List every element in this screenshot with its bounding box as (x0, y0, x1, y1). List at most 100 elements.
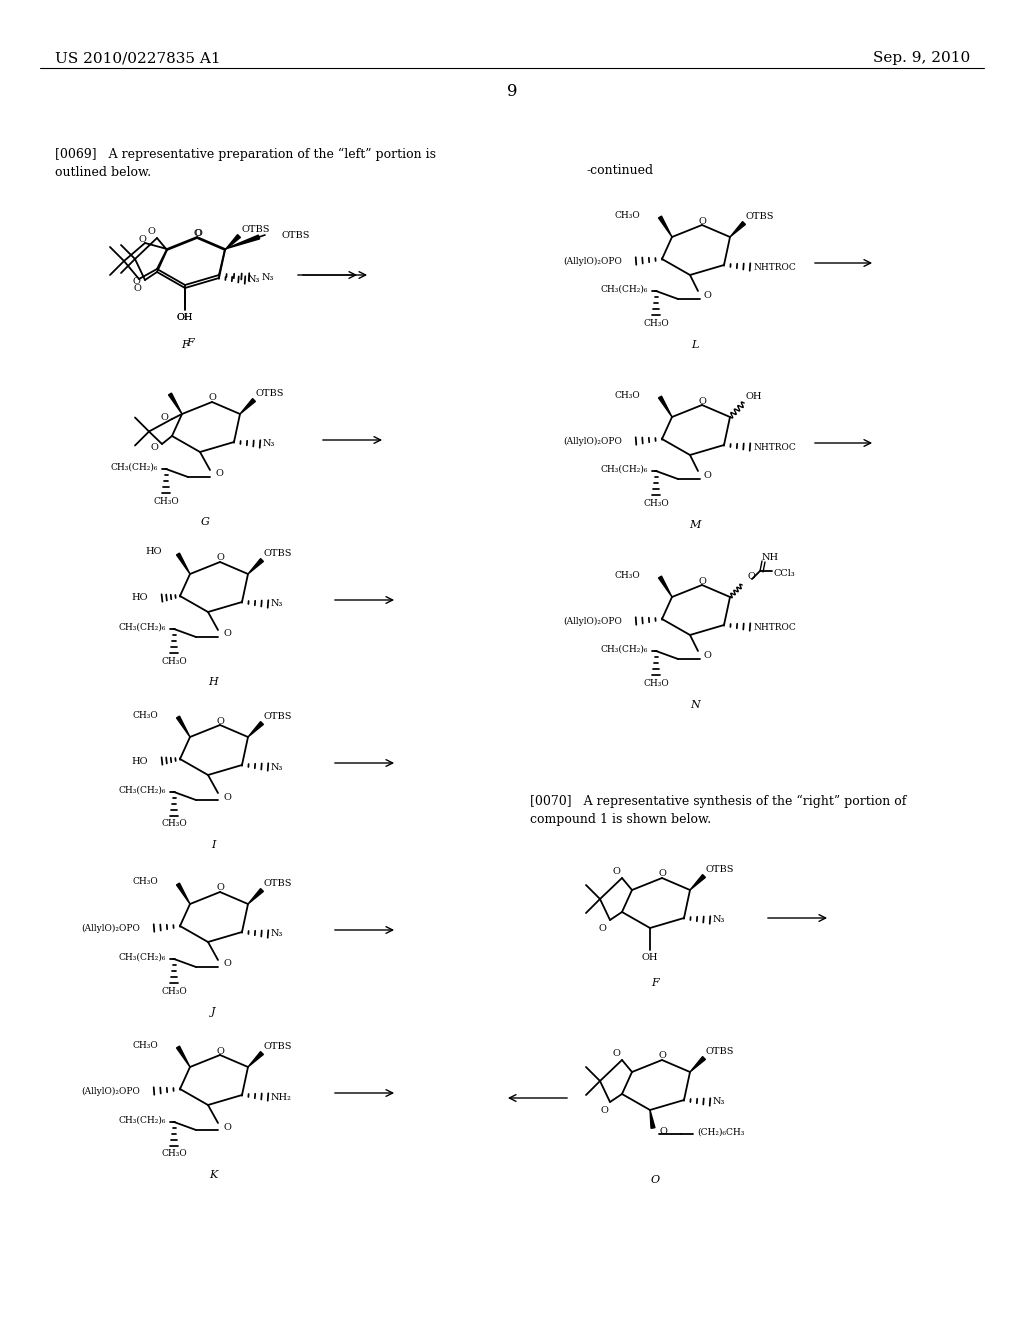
Text: O: O (698, 216, 706, 226)
Text: O: O (216, 1047, 224, 1056)
Text: HO: HO (131, 594, 148, 602)
Text: OTBS: OTBS (281, 231, 309, 239)
Text: G: G (201, 517, 210, 527)
Text: CH₃O: CH₃O (161, 656, 186, 665)
Text: O: O (600, 1106, 608, 1115)
Text: CH₃(CH₂)₆: CH₃(CH₂)₆ (111, 462, 158, 471)
Text: OTBS: OTBS (746, 213, 774, 220)
Polygon shape (225, 235, 241, 249)
Text: HO: HO (131, 756, 148, 766)
Text: OH: OH (177, 313, 194, 322)
Text: O: O (138, 235, 146, 244)
Polygon shape (650, 1110, 655, 1129)
Text: N₃: N₃ (271, 929, 284, 939)
Text: N₃: N₃ (262, 272, 274, 281)
Text: (AllylO)₂OPO: (AllylO)₂OPO (81, 1086, 140, 1096)
Polygon shape (176, 883, 190, 904)
Polygon shape (658, 396, 672, 417)
Text: CCl₃: CCl₃ (774, 569, 796, 578)
Text: CH₃O: CH₃O (161, 1150, 186, 1159)
Text: M: M (689, 520, 700, 531)
Text: O: O (147, 227, 155, 236)
Text: O: O (151, 444, 158, 453)
Text: O: O (223, 630, 230, 639)
Text: Sep. 9, 2010: Sep. 9, 2010 (872, 51, 970, 65)
Polygon shape (730, 222, 745, 238)
Text: NHTROC: NHTROC (753, 623, 796, 631)
Text: CH₃(CH₂)₆: CH₃(CH₂)₆ (119, 623, 166, 631)
Text: F: F (651, 978, 658, 987)
Text: O: O (133, 284, 141, 293)
Text: N: N (690, 700, 699, 710)
Text: CH₃O: CH₃O (614, 210, 640, 219)
Text: OTBS: OTBS (264, 711, 293, 721)
Polygon shape (176, 1045, 190, 1067)
Text: (AllylO)₂OPO: (AllylO)₂OPO (81, 924, 140, 932)
Text: (AllylO)₂OPO: (AllylO)₂OPO (563, 616, 622, 626)
Text: OTBS: OTBS (241, 224, 269, 234)
Text: N₃: N₃ (263, 440, 275, 449)
Text: CH₃(CH₂)₆: CH₃(CH₂)₆ (119, 953, 166, 961)
Text: O: O (223, 1122, 230, 1131)
Text: (AllylO)₂OPO: (AllylO)₂OPO (563, 256, 622, 265)
Text: K: K (209, 1170, 217, 1180)
Text: OH: OH (177, 314, 194, 322)
Text: CH₃O: CH₃O (132, 710, 158, 719)
Text: NH₂: NH₂ (271, 1093, 292, 1101)
Polygon shape (248, 722, 263, 737)
Text: HO: HO (145, 548, 162, 557)
Polygon shape (690, 875, 706, 890)
Text: F: F (186, 338, 194, 348)
Text: CH₃O: CH₃O (614, 570, 640, 579)
Text: I: I (211, 840, 215, 850)
Polygon shape (248, 1052, 263, 1067)
Text: (CH₂)₆CH₃: (CH₂)₆CH₃ (697, 1127, 744, 1137)
Text: N₃: N₃ (713, 1097, 725, 1106)
Text: N₃: N₃ (713, 916, 725, 924)
Polygon shape (658, 216, 672, 238)
Text: O: O (705, 470, 712, 479)
Text: OH: OH (642, 953, 658, 962)
Text: N₃: N₃ (248, 276, 260, 285)
Text: J: J (211, 1007, 215, 1016)
Text: 9: 9 (507, 83, 517, 100)
Text: OTBS: OTBS (256, 389, 285, 399)
Text: O: O (216, 717, 224, 726)
Text: O: O (194, 230, 201, 239)
Text: O: O (705, 651, 712, 660)
Text: O: O (223, 792, 230, 801)
Text: O: O (216, 553, 224, 562)
Text: OTBS: OTBS (706, 1047, 734, 1056)
Text: N₃: N₃ (271, 599, 284, 609)
Text: O: O (223, 960, 230, 969)
Text: NHTROC: NHTROC (753, 442, 796, 451)
Text: CH₃O: CH₃O (643, 678, 669, 688)
Text: O: O (216, 883, 224, 892)
Text: [0069]   A representative preparation of the “left” portion is
outlined below.: [0069] A representative preparation of t… (55, 148, 436, 180)
Text: OH: OH (746, 392, 763, 401)
Text: O: O (658, 1052, 666, 1060)
Text: OTBS: OTBS (264, 879, 293, 888)
Polygon shape (176, 715, 190, 737)
Text: OTBS: OTBS (264, 549, 293, 558)
Text: O: O (705, 290, 712, 300)
Text: NH: NH (762, 553, 779, 561)
Polygon shape (690, 1056, 706, 1072)
Text: [0070]   A representative synthesis of the “right” portion of
compound 1 is show: [0070] A representative synthesis of the… (530, 795, 906, 826)
Text: OTBS: OTBS (706, 865, 734, 874)
Text: CH₃O: CH₃O (161, 986, 186, 995)
Text: O: O (650, 1175, 659, 1185)
Text: O: O (160, 412, 168, 421)
Text: CH₃O: CH₃O (161, 820, 186, 829)
Text: O: O (208, 393, 216, 403)
Text: O: O (748, 572, 756, 581)
Text: (AllylO)₂OPO: (AllylO)₂OPO (563, 437, 622, 446)
Text: CH₃(CH₂)₆: CH₃(CH₂)₆ (601, 285, 648, 293)
Text: H: H (208, 677, 218, 686)
Text: O: O (215, 470, 223, 479)
Text: CH₃(CH₂)₆: CH₃(CH₂)₆ (601, 644, 648, 653)
Text: CH₃(CH₂)₆: CH₃(CH₂)₆ (119, 1115, 166, 1125)
Polygon shape (240, 399, 255, 414)
Polygon shape (225, 235, 260, 249)
Text: O: O (195, 230, 202, 239)
